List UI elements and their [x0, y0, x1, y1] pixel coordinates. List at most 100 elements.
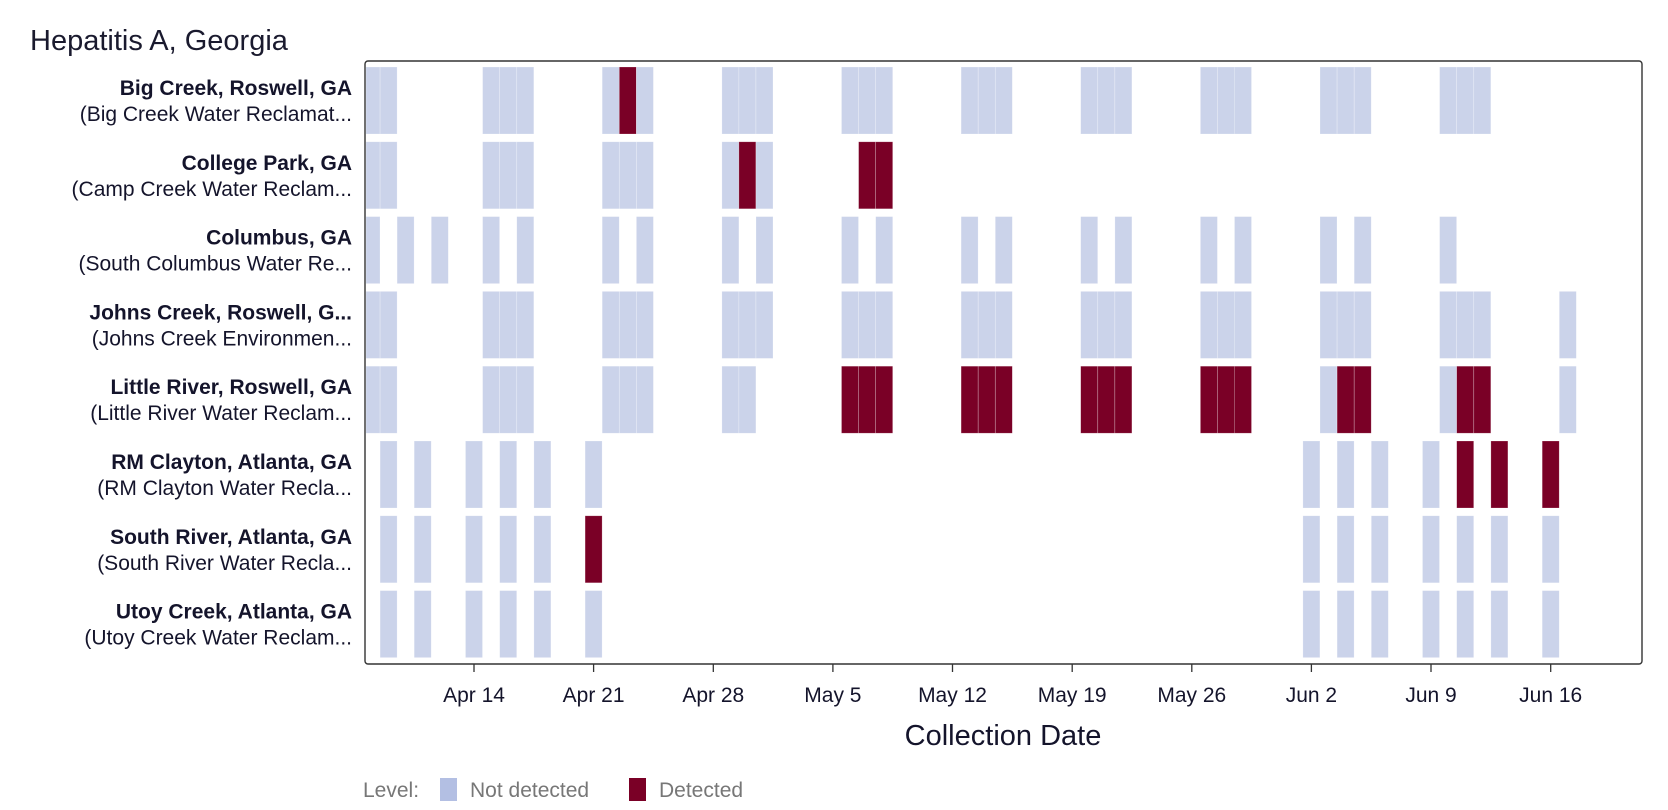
site-facility-label: (RM Clayton Water Recla...: [97, 477, 352, 500]
cell-not-detected: [858, 291, 876, 359]
x-tick-label: May 19: [1038, 684, 1107, 707]
site-name-label: Big Creek, Roswell, GA: [120, 77, 352, 100]
site-facility-label: (Little River Water Reclam...: [90, 402, 352, 425]
cell-not-detected: [1439, 216, 1457, 284]
cell-not-detected: [721, 291, 740, 359]
cell-detected: [1336, 365, 1355, 434]
cell-not-detected: [1371, 515, 1389, 584]
heatmap-row: [379, 590, 1560, 658]
cell-not-detected: [601, 66, 620, 135]
cell-not-detected: [738, 66, 757, 135]
cell-not-detected: [365, 216, 381, 284]
cell-not-detected: [516, 291, 535, 359]
cell-not-detected: [1302, 440, 1321, 509]
cell-not-detected: [721, 365, 740, 434]
cell-not-detected: [1456, 291, 1474, 359]
cell-not-detected: [738, 291, 757, 359]
cell-not-detected: [465, 440, 483, 509]
cell-not-detected: [584, 440, 603, 509]
cell-not-detected: [1371, 440, 1389, 509]
cell-not-detected: [499, 515, 518, 584]
heatmap-row: [379, 515, 1560, 584]
cell-not-detected: [1559, 365, 1577, 434]
cell-not-detected: [379, 515, 398, 584]
cell-not-detected: [499, 365, 518, 434]
cell-not-detected: [1422, 590, 1440, 658]
cell-not-detected: [533, 515, 552, 584]
cell-not-detected: [1200, 216, 1218, 284]
cell-not-detected: [1353, 66, 1372, 135]
cell-detected: [1080, 365, 1098, 434]
cell-not-detected: [994, 66, 1013, 135]
cell-not-detected: [499, 66, 518, 135]
row-labels: Big Creek, Roswell, GA (Big Creek Water R…: [72, 77, 352, 650]
cell-not-detected: [482, 216, 500, 284]
cell-not-detected: [1456, 590, 1474, 658]
cell-detected: [584, 515, 603, 584]
legend-title: Level:: [363, 779, 419, 802]
cell-not-detected: [1114, 66, 1133, 135]
cell-not-detected: [533, 590, 552, 658]
cell-detected: [858, 141, 876, 210]
chart-title: Hepatitis A, Georgia: [30, 25, 289, 57]
cell-not-detected: [1353, 216, 1372, 284]
cell-not-detected: [1319, 66, 1338, 135]
cell-not-detected: [1319, 291, 1338, 359]
cell-not-detected: [413, 590, 432, 658]
cell-not-detected: [365, 365, 381, 434]
cell-detected: [977, 365, 996, 434]
cell-detected: [1234, 365, 1252, 434]
cell-not-detected: [841, 291, 859, 359]
cell-not-detected: [1319, 216, 1338, 284]
cell-not-detected: [482, 141, 500, 210]
cell-not-detected: [1200, 66, 1218, 135]
x-tick-label: Jun 16: [1519, 684, 1582, 707]
cell-not-detected: [1541, 590, 1560, 658]
cell-not-detected: [721, 66, 740, 135]
cell-not-detected: [1473, 66, 1492, 135]
cell-not-detected: [721, 141, 740, 210]
cell-detected: [1114, 365, 1133, 434]
site-name-label: South River, Atlanta, GA: [110, 526, 352, 549]
cell-not-detected: [601, 141, 620, 210]
legend-swatch-not-detected: [440, 778, 457, 801]
cell-not-detected: [1234, 291, 1252, 359]
cell-detected: [841, 365, 859, 434]
x-tick-label: May 5: [804, 684, 861, 707]
cell-not-detected: [533, 440, 552, 509]
cell-not-detected: [960, 291, 979, 359]
cell-not-detected: [755, 66, 774, 135]
cell-not-detected: [1473, 291, 1492, 359]
cell-not-detected: [960, 216, 979, 284]
cell-not-detected: [1234, 66, 1252, 135]
x-tick-label: Apr 28: [682, 684, 744, 707]
cell-not-detected: [636, 141, 654, 210]
cell-not-detected: [1114, 291, 1133, 359]
cell-not-detected: [1541, 515, 1560, 584]
cell-detected: [1456, 440, 1474, 509]
cell-detected: [875, 141, 894, 210]
cell-not-detected: [875, 66, 894, 135]
cell-detected: [1456, 365, 1474, 434]
cell-not-detected: [465, 515, 483, 584]
cell-not-detected: [499, 291, 518, 359]
cell-not-detected: [482, 291, 500, 359]
cell-not-detected: [499, 141, 518, 210]
cell-not-detected: [601, 216, 620, 284]
cell-not-detected: [841, 216, 859, 284]
heatmap-row: [365, 216, 1457, 284]
cell-not-detected: [396, 216, 415, 284]
cell-not-detected: [1080, 291, 1098, 359]
cell-not-detected: [1336, 590, 1355, 658]
site-name-label: Little River, Roswell, GA: [110, 376, 352, 399]
cell-not-detected: [875, 216, 894, 284]
x-tick-label: Apr 14: [443, 684, 505, 707]
cell-not-detected: [1080, 66, 1098, 135]
cell-detected: [1541, 440, 1560, 509]
cell-not-detected: [1559, 291, 1577, 359]
site-facility-label: (Camp Creek Water Reclam...: [72, 178, 352, 201]
x-tick-label: May 12: [918, 684, 987, 707]
cell-not-detected: [379, 291, 398, 359]
cell-detected: [960, 365, 979, 434]
